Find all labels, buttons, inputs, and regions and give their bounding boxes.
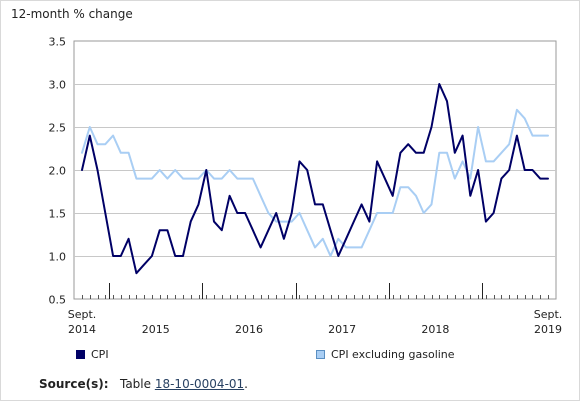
axis-labels: 0.5 1.0 1.5 2.0 2.5 3.0 3.5 Sept. 2014 2015 2016 20… bbox=[49, 36, 563, 337]
x-label-year-2019: 2019 bbox=[534, 323, 562, 336]
x-label-month: Sept. bbox=[534, 308, 563, 321]
legend-swatch-cpi bbox=[76, 350, 85, 359]
x-label-year-2014: 2014 bbox=[68, 323, 96, 336]
x-label-year-2016: 2016 bbox=[235, 323, 263, 336]
y-tick-label-3.5: 3.5 bbox=[49, 36, 67, 49]
legend-label-cpi-ex-gasoline: CPI excluding gasoline bbox=[331, 348, 455, 361]
y-axis-title: 12-month % change bbox=[11, 7, 133, 21]
series-line-cpi-ex-gasoline bbox=[81, 108, 549, 257]
series-lines bbox=[81, 83, 549, 275]
y-tick-label-1.5: 1.5 bbox=[49, 208, 67, 221]
legend-item-cpi: CPI bbox=[76, 348, 109, 361]
gridlines bbox=[73, 40, 557, 300]
source-table-link[interactable]: 18-10-0004-01 bbox=[154, 377, 245, 391]
y-tick-label-3.0: 3.0 bbox=[49, 79, 67, 92]
y-tick-label-2.0: 2.0 bbox=[49, 165, 67, 178]
x-label-month: Sept. bbox=[68, 308, 97, 321]
source-prefix: Table bbox=[119, 377, 151, 391]
x-label-year-2015: 2015 bbox=[142, 323, 170, 336]
y-tick-label-0.5: 0.5 bbox=[49, 294, 67, 307]
legend-swatch-cpi-ex-gasoline bbox=[316, 350, 325, 359]
source-suffix: . bbox=[244, 377, 248, 391]
y-tick-label-1.0: 1.0 bbox=[49, 251, 67, 264]
source-line: Source(s): Table 18-10-0004-01. bbox=[39, 377, 248, 391]
legend-label-cpi: CPI bbox=[91, 348, 109, 361]
series-line-cpi bbox=[81, 83, 549, 275]
legend-item-cpi-ex-gasoline: CPI excluding gasoline bbox=[316, 348, 455, 361]
x-label-year-2018: 2018 bbox=[421, 323, 449, 336]
cpi-line-chart: 0.5 1.0 1.5 2.0 2.5 3.0 3.5 Sept. 2014 2015 2016 20… bbox=[49, 36, 563, 337]
x-label-year-2017: 2017 bbox=[328, 323, 356, 336]
y-tick-label-2.5: 2.5 bbox=[49, 122, 67, 135]
axes bbox=[82, 283, 549, 299]
source-label: Source(s): bbox=[39, 377, 109, 391]
